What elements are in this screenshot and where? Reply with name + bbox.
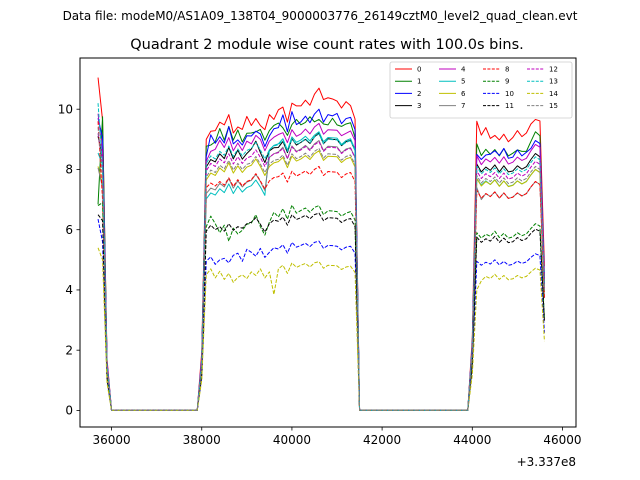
x-offset-label: +3.337e8 (517, 455, 576, 469)
y-tick-label: 0 (65, 404, 73, 418)
legend-label-4: 4 (461, 66, 466, 74)
chart-title: Quadrant 2 module wise count rates with … (130, 37, 524, 53)
axes-layer: 36000 38000 40000 42000 44000 46000 0 2 4 6 8 10 (58, 102, 582, 447)
series-layer (97, 77, 545, 411)
legend-label-15: 15 (549, 102, 558, 110)
y-tick-label: 8 (65, 163, 73, 177)
legend-label-10: 10 (505, 90, 514, 98)
series-line-12 (97, 133, 545, 411)
y-tick-label: 6 (65, 223, 73, 237)
plot-frame (79, 57, 577, 428)
legend-label-13: 13 (549, 78, 558, 86)
legend-label-8: 8 (505, 66, 509, 74)
series-line-11 (97, 212, 545, 411)
x-tick-label: 38000 (183, 433, 221, 447)
series-line-15 (97, 127, 545, 411)
x-tick-label: 42000 (363, 433, 401, 447)
data-file-label: Data file: modeM0/AS1A09_138T04_90000037… (63, 9, 578, 23)
y-tick-label: 10 (58, 102, 73, 116)
legend-label-11: 11 (505, 102, 514, 110)
y-tick-label: 2 (65, 343, 73, 357)
legend-label-6: 6 (461, 90, 466, 98)
x-tick-label: 44000 (453, 433, 491, 447)
y-tick-label: 4 (65, 283, 73, 297)
legend-label-9: 9 (505, 78, 509, 86)
x-tick-label: 40000 (273, 433, 311, 447)
legend-label-0: 0 (417, 66, 421, 74)
x-tick-label: 46000 (543, 433, 581, 447)
legend-label-14: 14 (549, 90, 558, 98)
legend-box (389, 61, 573, 119)
legend-label-12: 12 (549, 66, 558, 74)
legend-label-3: 3 (417, 102, 421, 110)
x-tick-label: 36000 (92, 433, 130, 447)
legend-label-5: 5 (461, 78, 465, 86)
legend-label-7: 7 (461, 102, 465, 110)
legend-label-1: 1 (417, 78, 421, 86)
legend-label-2: 2 (417, 90, 421, 98)
